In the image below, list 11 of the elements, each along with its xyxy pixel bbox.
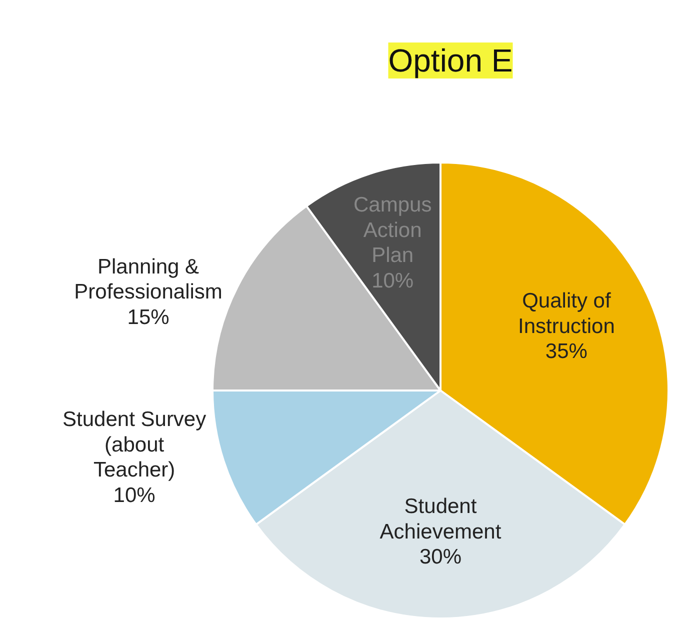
- slice-label: Quality of Instruction: [518, 290, 615, 338]
- data-label: 10%: [372, 270, 414, 292]
- chart-title: Option E: [388, 42, 513, 78]
- slice-label: Student Survey (about Teacher): [62, 408, 207, 482]
- slice-label: Planning & Professionalism: [74, 255, 222, 304]
- data-label: 15%: [127, 306, 170, 329]
- slice-label: Campus Action Plan: [353, 194, 432, 268]
- data-label: 35%: [545, 340, 588, 364]
- slice-label: Student Achievement: [380, 495, 502, 544]
- data-label: 30%: [419, 546, 462, 569]
- data-label: 10%: [113, 484, 156, 507]
